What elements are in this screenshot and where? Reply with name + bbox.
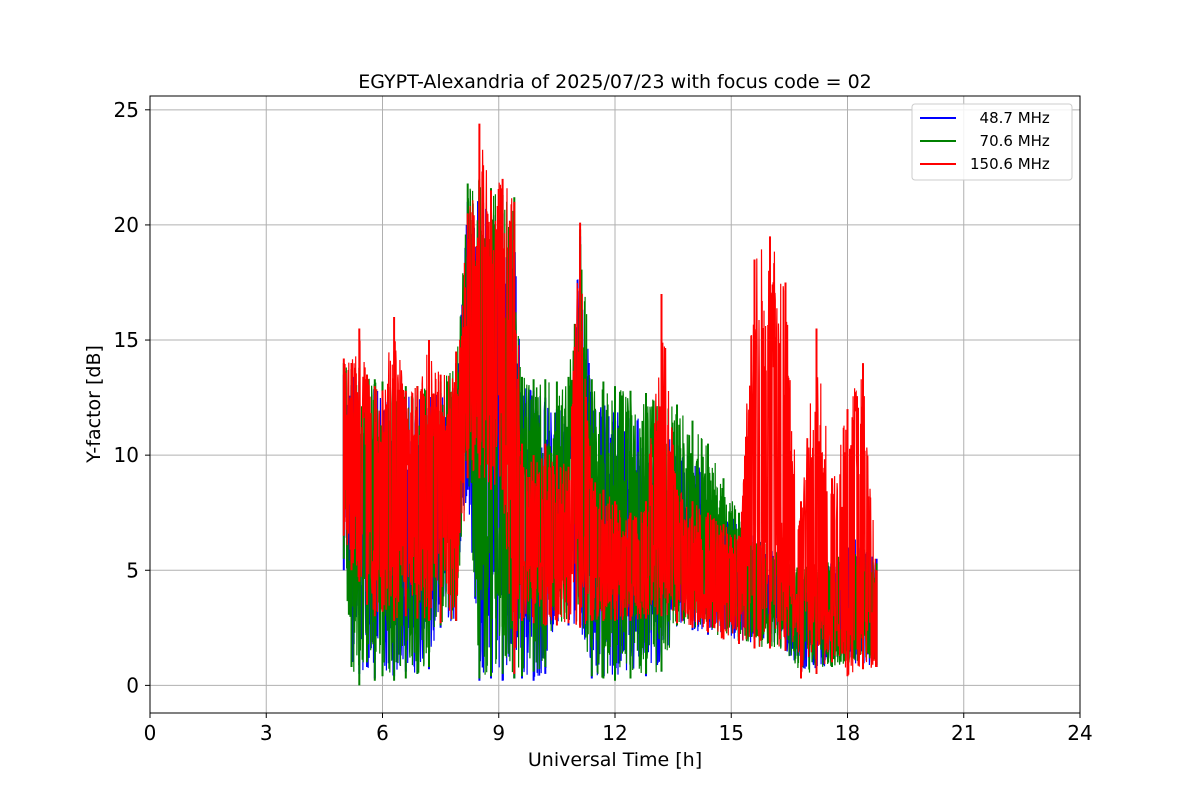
x-axis-label: Universal Time [h] xyxy=(528,749,702,771)
y-tick-label: 25 xyxy=(114,98,139,122)
x-tick-label: 24 xyxy=(1067,721,1092,745)
x-tick-label: 3 xyxy=(260,721,273,745)
x-tick-label: 9 xyxy=(492,721,505,745)
ticks: 0 3 6 9 12 15 18 21 24 0 5 10 15 20 25 xyxy=(114,98,1093,745)
y-tick-label: 15 xyxy=(114,328,139,352)
x-tick-label: 6 xyxy=(376,721,389,745)
legend-label: 70.6 MHz xyxy=(970,132,1050,150)
chart-title: EGYPT-Alexandria of 2025/07/23 with focu… xyxy=(358,71,872,93)
y-tick-label: 5 xyxy=(126,558,139,582)
y-tick-label: 10 xyxy=(114,443,139,467)
x-tick-label: 12 xyxy=(602,721,627,745)
legend-label: 150.6 MHz xyxy=(970,155,1050,173)
x-tick-label: 21 xyxy=(951,721,976,745)
series-2 xyxy=(342,123,878,679)
legend-label: 48.7 MHz xyxy=(970,109,1050,127)
legend: 48.7 MHz 70.6 MHz 150.6 MHz xyxy=(911,103,1073,181)
x-tick-label: 18 xyxy=(835,721,860,745)
y-tick-label: 0 xyxy=(126,673,139,697)
x-tick-label: 15 xyxy=(719,721,744,745)
legend-box xyxy=(911,103,1073,181)
y-axis-label: Y-factor [dB] xyxy=(83,345,105,464)
x-tick-label: 0 xyxy=(144,721,157,745)
series-line xyxy=(343,128,878,675)
y-tick-label: 20 xyxy=(114,213,139,237)
series-layer xyxy=(342,123,878,686)
